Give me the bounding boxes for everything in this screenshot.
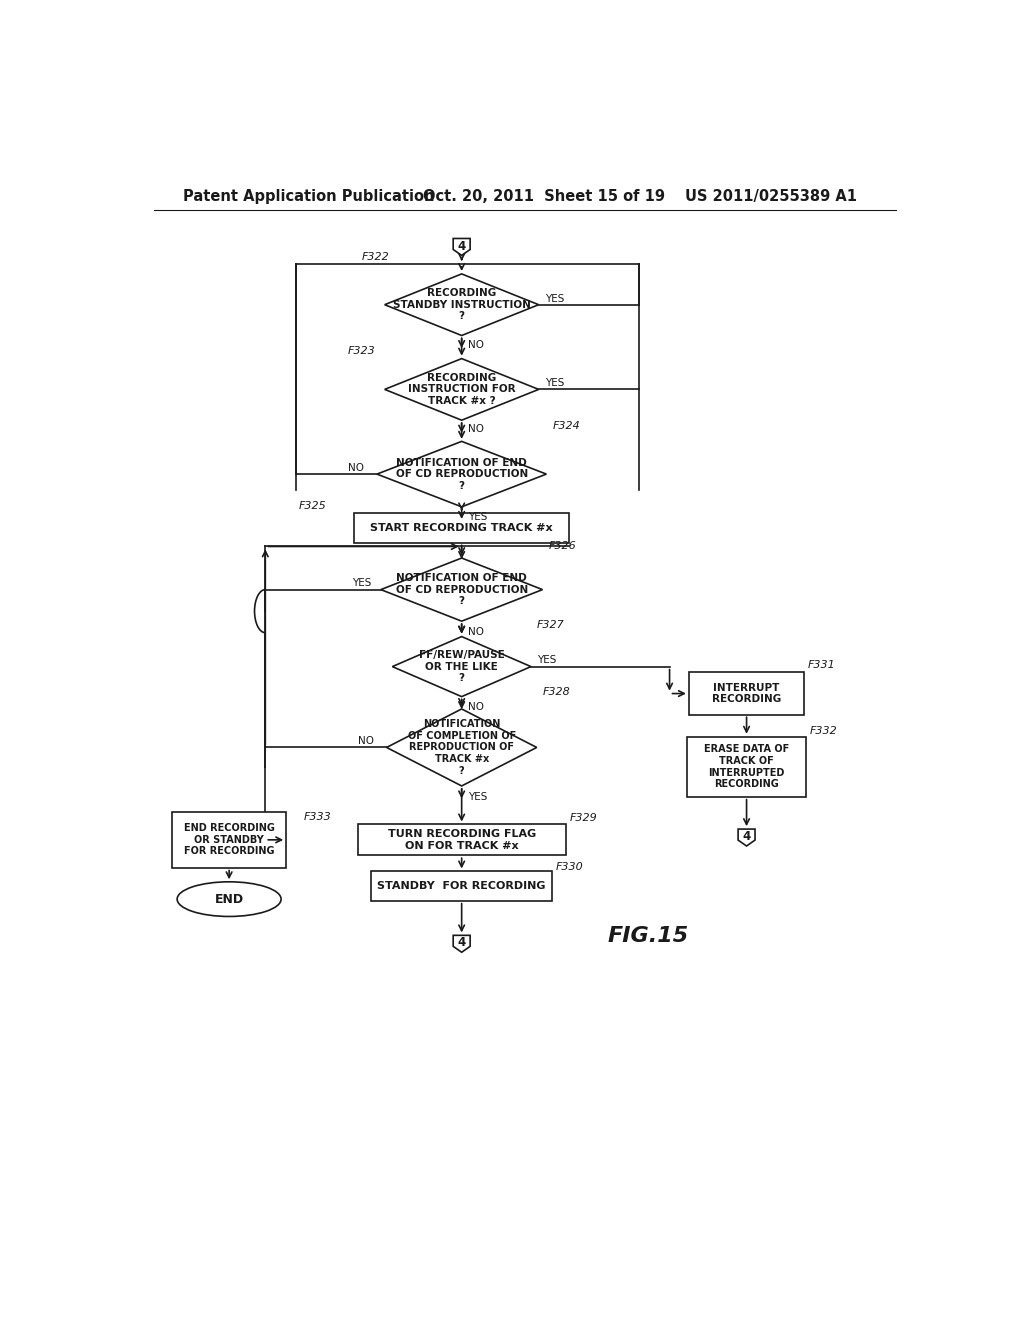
Text: F328: F328 xyxy=(543,686,570,697)
Text: NOTIFICATION
OF COMPLETION OF
REPRODUCTION OF
TRACK #x
?: NOTIFICATION OF COMPLETION OF REPRODUCTI… xyxy=(408,719,516,776)
Text: END: END xyxy=(215,892,244,906)
Polygon shape xyxy=(387,709,537,785)
Text: ERASE DATA OF
TRACK OF
INTERRUPTED
RECORDING: ERASE DATA OF TRACK OF INTERRUPTED RECOR… xyxy=(703,744,790,789)
Text: FF/REW/PAUSE
OR THE LIKE
?: FF/REW/PAUSE OR THE LIKE ? xyxy=(419,649,505,684)
Text: Oct. 20, 2011  Sheet 15 of 19: Oct. 20, 2011 Sheet 15 of 19 xyxy=(423,189,666,205)
Text: INTERRUPT
RECORDING: INTERRUPT RECORDING xyxy=(712,682,781,705)
Text: F324: F324 xyxy=(553,421,581,432)
FancyBboxPatch shape xyxy=(371,871,552,900)
Text: STANDBY  FOR RECORDING: STANDBY FOR RECORDING xyxy=(378,880,546,891)
Text: NO: NO xyxy=(468,425,483,434)
Text: NOTIFICATION OF END
OF CD REPRODUCTION
?: NOTIFICATION OF END OF CD REPRODUCTION ? xyxy=(395,458,527,491)
Text: NO: NO xyxy=(468,339,483,350)
Polygon shape xyxy=(738,829,755,846)
Text: F325: F325 xyxy=(298,502,327,511)
FancyBboxPatch shape xyxy=(172,812,286,867)
Text: F331: F331 xyxy=(808,660,836,671)
Text: YES: YES xyxy=(351,578,371,589)
Text: START RECORDING TRACK #x: START RECORDING TRACK #x xyxy=(371,523,553,533)
Text: NOTIFICATION OF END
OF CD REPRODUCTION
?: NOTIFICATION OF END OF CD REPRODUCTION ? xyxy=(395,573,527,606)
Text: F332: F332 xyxy=(810,726,838,735)
FancyBboxPatch shape xyxy=(354,513,569,543)
FancyBboxPatch shape xyxy=(357,825,565,855)
FancyBboxPatch shape xyxy=(687,737,806,797)
FancyBboxPatch shape xyxy=(689,672,804,714)
Polygon shape xyxy=(454,239,470,256)
Polygon shape xyxy=(385,359,539,420)
Polygon shape xyxy=(377,441,547,507)
Text: NO: NO xyxy=(468,702,483,713)
Polygon shape xyxy=(392,636,531,697)
Text: YES: YES xyxy=(538,656,556,665)
Polygon shape xyxy=(454,936,470,952)
Text: RECORDING
STANDBY INSTRUCTION
?: RECORDING STANDBY INSTRUCTION ? xyxy=(393,288,530,321)
Text: F330: F330 xyxy=(556,862,584,871)
Text: NO: NO xyxy=(348,463,364,473)
Text: 4: 4 xyxy=(458,936,466,949)
Text: TURN RECORDING FLAG
ON FOR TRACK #x: TURN RECORDING FLAG ON FOR TRACK #x xyxy=(387,829,536,850)
Text: END RECORDING
OR STANDBY
FOR RECORDING: END RECORDING OR STANDBY FOR RECORDING xyxy=(183,824,274,857)
Text: F322: F322 xyxy=(361,252,389,261)
Polygon shape xyxy=(381,558,543,622)
Text: YES: YES xyxy=(545,379,564,388)
Text: F326: F326 xyxy=(549,541,577,552)
Text: FIG.15: FIG.15 xyxy=(608,927,689,946)
Text: 4: 4 xyxy=(458,240,466,252)
Text: US 2011/0255389 A1: US 2011/0255389 A1 xyxy=(685,189,857,205)
Text: F327: F327 xyxy=(538,620,565,630)
Text: YES: YES xyxy=(468,792,487,801)
Text: RECORDING
INSTRUCTION FOR
TRACK #x ?: RECORDING INSTRUCTION FOR TRACK #x ? xyxy=(408,372,515,407)
Text: YES: YES xyxy=(545,293,564,304)
Text: F333: F333 xyxy=(304,812,332,822)
Ellipse shape xyxy=(177,882,282,916)
Text: 4: 4 xyxy=(742,830,751,843)
Text: Patent Application Publication: Patent Application Publication xyxy=(183,189,434,205)
Text: F329: F329 xyxy=(569,813,597,824)
Text: NO: NO xyxy=(468,627,483,638)
Text: YES: YES xyxy=(468,512,487,523)
Polygon shape xyxy=(385,275,539,335)
Text: NO: NO xyxy=(357,737,374,746)
Text: F323: F323 xyxy=(348,346,376,356)
